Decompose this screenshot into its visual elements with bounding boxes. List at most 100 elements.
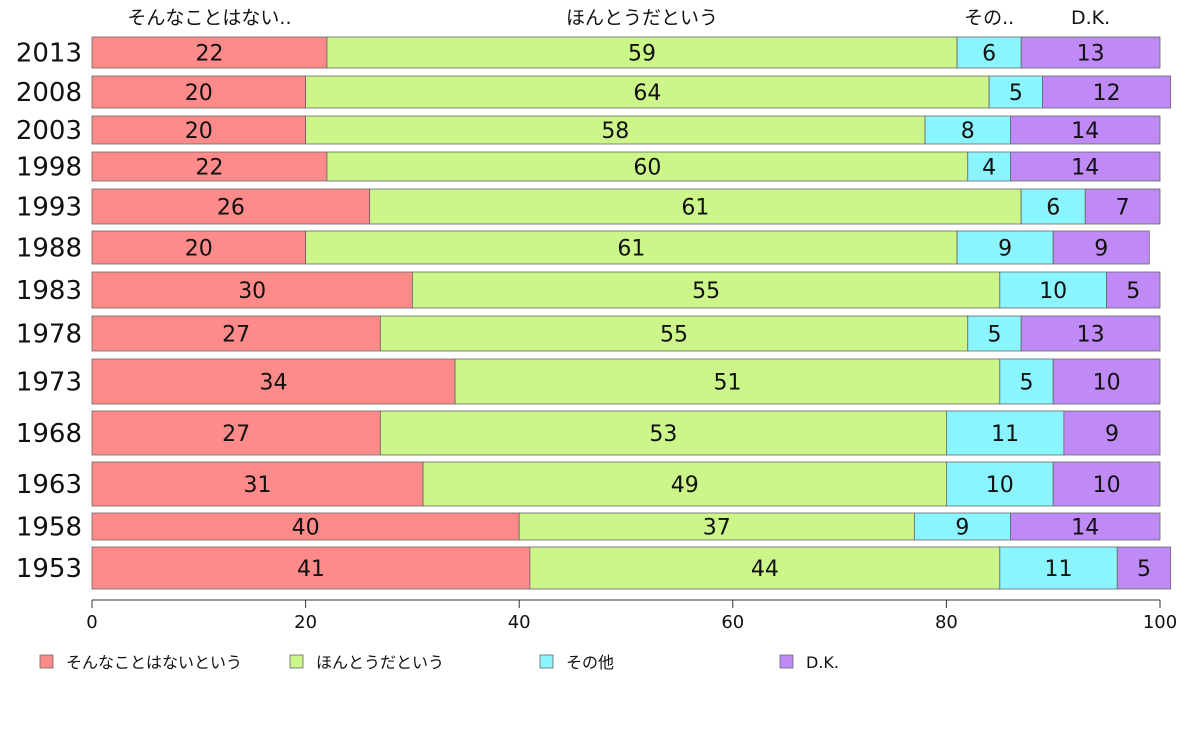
y-tick-label: 2003 (16, 116, 82, 146)
data-label: 44 (751, 557, 779, 582)
data-label: 27 (222, 422, 250, 447)
bar-segment (518, 512, 915, 541)
bar-segment (1010, 512, 1161, 541)
bar-segment (1020, 36, 1161, 69)
data-label: 5 (1137, 557, 1151, 582)
data-label: 7 (1116, 196, 1130, 221)
data-label: 14 (1071, 516, 1099, 541)
data-label: 40 (292, 516, 320, 541)
legend-label: D.K. (806, 653, 839, 672)
bar-segment (1084, 188, 1161, 225)
bar-segment (91, 230, 307, 265)
bar-segment (946, 461, 1054, 507)
y-tick-label: 1983 (16, 276, 82, 306)
data-label: 20 (185, 81, 213, 106)
data-label: 37 (703, 516, 731, 541)
y-tick-label: 1988 (16, 234, 82, 264)
series-header-label: そんなことはない.. (127, 7, 291, 29)
bar-segment (326, 151, 969, 182)
bar-segment (369, 188, 1022, 225)
bar-segment (91, 151, 328, 182)
data-label: 12 (1093, 81, 1121, 106)
data-label: 5 (1020, 371, 1034, 396)
bar-segment (1052, 358, 1161, 405)
data-label: 9 (1105, 422, 1119, 447)
bar-segment (91, 271, 413, 309)
bar-segment (1052, 461, 1161, 507)
bar-segment (305, 115, 926, 145)
series-header-label: ほんとうだという (566, 7, 718, 29)
y-tick-label: 1953 (16, 554, 82, 584)
data-label: 58 (601, 119, 629, 144)
bar-segment (91, 410, 381, 456)
bar-segment (454, 358, 1001, 405)
y-tick-label: 1958 (16, 513, 82, 543)
bar-segment (91, 546, 531, 590)
data-label: 55 (692, 279, 720, 304)
data-label: 9 (955, 516, 969, 541)
bar-segment (988, 75, 1043, 109)
data-label: 8 (961, 119, 975, 144)
bar-segment (91, 75, 307, 109)
legend-label: ほんとうだという (316, 653, 444, 672)
data-label: 4 (982, 156, 996, 181)
bar-segment (1042, 75, 1172, 109)
bar-segment (956, 230, 1054, 265)
bar-segment (1020, 315, 1161, 352)
y-tick-label: 1978 (16, 320, 82, 350)
x-tick-label: 0 (86, 612, 97, 633)
y-tick-label: 1968 (16, 419, 82, 449)
data-label: 10 (1093, 371, 1121, 396)
bar-segment (999, 546, 1118, 590)
y-tick-label: 1998 (16, 153, 82, 183)
bar-segment (305, 230, 958, 265)
data-label: 13 (1077, 323, 1105, 348)
data-label: 55 (660, 323, 688, 348)
data-label: 30 (238, 279, 266, 304)
legend-label: その他 (566, 653, 614, 672)
data-label: 20 (185, 237, 213, 262)
data-label: 5 (1009, 81, 1023, 106)
series-header-labels: そんなことはない.. ほんとうだという その.. D.K. (127, 7, 1110, 29)
bar-segment (326, 36, 958, 69)
data-label: 64 (633, 81, 661, 106)
data-label: 11 (991, 422, 1019, 447)
y-tick-label: 2008 (16, 78, 82, 108)
data-label: 9 (1094, 237, 1108, 262)
bar-segment (1010, 115, 1161, 145)
bar-segment (529, 546, 1001, 590)
y-tick-label: 1963 (16, 470, 82, 500)
data-label: 61 (617, 237, 645, 262)
x-tick-label: 80 (935, 612, 958, 633)
data-label: 14 (1071, 156, 1099, 181)
bar-segment (305, 75, 990, 109)
data-label: 22 (195, 42, 223, 67)
data-label: 22 (195, 156, 223, 181)
bar-segment (1020, 188, 1086, 225)
series-header-label: その.. (964, 7, 1014, 29)
bar-segment (956, 36, 1022, 69)
bar-segment (379, 410, 947, 456)
y-tick-label: 1993 (16, 193, 82, 223)
data-label: 13 (1077, 42, 1105, 67)
bar-segment (913, 512, 1011, 541)
bar-segment (999, 271, 1107, 309)
legend-label: そんなことはないという (66, 653, 242, 672)
bar-segment (946, 410, 1065, 456)
legend-swatch (39, 654, 54, 669)
legend-swatch (539, 654, 554, 669)
data-label: 20 (185, 119, 213, 144)
bar-segment (422, 461, 947, 507)
data-label: 60 (633, 156, 661, 181)
y-tick-label: 1973 (16, 368, 82, 398)
bar-segment (1052, 230, 1150, 265)
data-label: 10 (986, 473, 1014, 498)
bar-segment (91, 315, 381, 352)
data-label: 10 (1039, 279, 1067, 304)
bar-segment (1010, 151, 1161, 182)
legend-swatch (289, 654, 304, 669)
data-label: 6 (1046, 196, 1060, 221)
data-label: 27 (222, 323, 250, 348)
bar-segment (1063, 410, 1161, 456)
